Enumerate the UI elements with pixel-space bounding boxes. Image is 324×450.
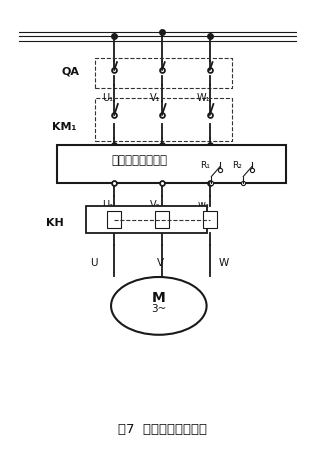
Bar xyxy=(86,207,207,233)
Bar xyxy=(57,145,286,183)
Bar xyxy=(202,211,217,228)
Text: W₁: W₁ xyxy=(197,93,210,103)
Text: QA: QA xyxy=(61,67,79,76)
Text: 图7  不带旁路的一次图: 图7 不带旁路的一次图 xyxy=(118,423,206,436)
Text: KH: KH xyxy=(46,218,63,228)
Text: U₂: U₂ xyxy=(102,200,113,210)
Text: V₁: V₁ xyxy=(150,93,161,103)
Text: V: V xyxy=(157,258,164,268)
Text: R₂: R₂ xyxy=(232,161,242,170)
Text: U₁: U₁ xyxy=(102,93,113,103)
Text: U: U xyxy=(90,258,97,268)
Bar xyxy=(107,211,122,228)
Text: 3~: 3~ xyxy=(151,304,167,314)
Text: M: M xyxy=(152,291,166,306)
Ellipse shape xyxy=(111,277,207,335)
Text: w₂: w₂ xyxy=(197,200,209,210)
Bar xyxy=(155,211,169,228)
Text: R₁: R₁ xyxy=(200,161,210,170)
Text: KM₁: KM₁ xyxy=(52,122,76,132)
Text: W: W xyxy=(219,258,229,268)
Text: V₂: V₂ xyxy=(150,200,161,210)
Text: 电动机软启动装置: 电动机软启动装置 xyxy=(112,153,168,166)
